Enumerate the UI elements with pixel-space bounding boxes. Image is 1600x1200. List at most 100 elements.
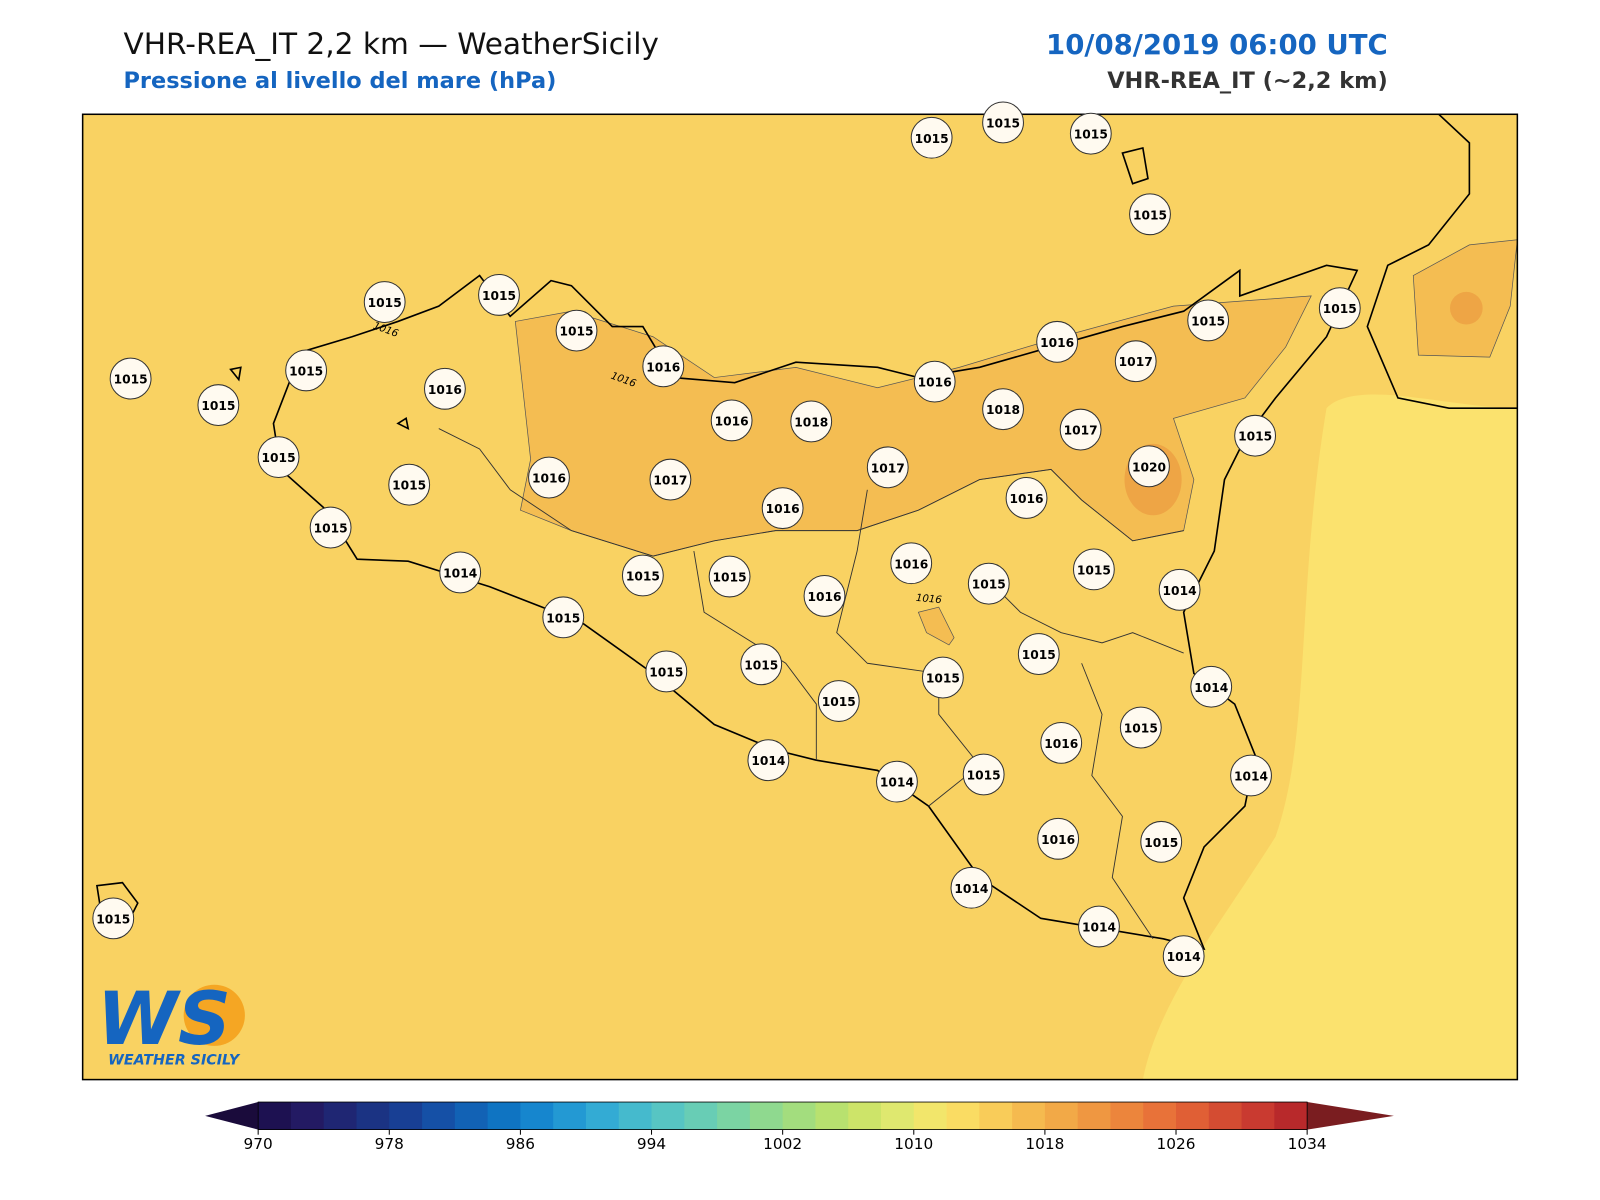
station: 1014 <box>1158 568 1201 611</box>
station-value: 1015 <box>744 658 778 672</box>
colorbar-bin <box>979 1102 1013 1130</box>
station: 1016 <box>528 456 570 499</box>
colorbar-bin <box>1208 1102 1243 1130</box>
station: 1015 <box>478 273 520 316</box>
station-value: 1016 <box>715 414 749 428</box>
station-marker <box>1129 193 1171 236</box>
station-marker <box>982 388 1024 431</box>
station: 1015 <box>542 596 585 639</box>
station-value: 1017 <box>1064 424 1098 438</box>
field-peak <box>1450 291 1483 325</box>
station-value: 1016 <box>1044 737 1078 751</box>
station: 1015 <box>1234 414 1277 457</box>
colorbar-bin <box>1110 1102 1144 1130</box>
station-marker <box>1190 665 1233 708</box>
station: 1015 <box>1129 193 1171 236</box>
station-marker <box>817 680 860 722</box>
station: 1016 <box>1037 817 1080 860</box>
station-value: 1014 <box>954 882 988 896</box>
station-value: 1014 <box>1167 950 1201 964</box>
station-value: 1014 <box>1163 584 1197 598</box>
station-value: 1014 <box>1194 681 1228 695</box>
station-value: 1015 <box>1074 128 1108 142</box>
logo-subtext: WEATHER SICILY <box>108 1052 241 1068</box>
colorbar-bin <box>717 1102 751 1130</box>
station-marker <box>710 399 753 442</box>
station-value: 1015 <box>1133 208 1167 222</box>
colorbar-tick-label: 970 <box>244 1135 273 1153</box>
station-marker <box>92 897 135 940</box>
station-marker <box>1069 112 1112 155</box>
colorbar-bin <box>1044 1102 1079 1130</box>
station-value: 1015 <box>1144 836 1178 850</box>
station: 1016 <box>642 345 685 388</box>
station-value: 1015 <box>1323 302 1357 316</box>
colorbar: 970 978 986 994 1002 1010 1018 1026 1034 <box>205 1101 1394 1153</box>
station-marker <box>542 596 585 639</box>
station-value: 1015 <box>713 571 747 585</box>
map: WS WEATHER SICILY 1016 1016 1016 1015 1015 10… <box>81 101 1519 1081</box>
station-value: 1015 <box>201 399 235 413</box>
station-marker <box>621 554 664 597</box>
colorbar-tick-label: 986 <box>506 1135 535 1153</box>
colorbar-bin <box>651 1102 685 1130</box>
station: 1017 <box>866 446 909 489</box>
station-marker <box>1072 548 1115 591</box>
station-marker <box>913 360 956 403</box>
colorbar-bin <box>258 1102 292 1130</box>
model: VHR-REA_IT (~2,2 km) <box>1107 68 1388 94</box>
station: 1015 <box>1187 299 1230 342</box>
station-marker <box>1187 299 1230 342</box>
station: 1017 <box>1114 340 1157 383</box>
logo-sun <box>183 984 245 1046</box>
station-value: 1015 <box>546 611 580 625</box>
station-marker <box>109 357 152 400</box>
station-value: 1016 <box>894 557 928 571</box>
station: 1016 <box>1036 320 1079 363</box>
colorbar-bin <box>1241 1102 1275 1130</box>
station-value: 1016 <box>1040 336 1074 350</box>
station-value: 1015 <box>915 132 949 146</box>
station-value: 1015 <box>1238 430 1272 444</box>
station-marker <box>876 760 918 803</box>
logo-text: WS <box>97 977 231 1062</box>
station-value: 1015 <box>626 570 660 584</box>
station-marker <box>910 116 953 159</box>
station-marker <box>309 506 352 549</box>
station-marker <box>649 458 692 501</box>
station-marker <box>423 367 466 410</box>
station-marker <box>761 487 804 530</box>
station: 1014 <box>876 760 918 803</box>
station: 1015 <box>921 656 964 699</box>
station: 1016 <box>913 360 956 403</box>
station-value: 1015 <box>1022 648 1056 662</box>
station-value: 1016 <box>532 472 566 486</box>
colorbar-over <box>1307 1102 1394 1130</box>
station-marker <box>950 866 993 909</box>
logo: WS WEATHER SICILY <box>97 977 245 1068</box>
station-value: 1014 <box>751 754 785 768</box>
station-value: 1015 <box>972 578 1006 592</box>
station-marker <box>803 575 846 617</box>
station: 1015 <box>910 116 953 159</box>
station-marker <box>1037 817 1080 860</box>
station-marker <box>439 551 482 594</box>
station: 1014 <box>1162 935 1205 978</box>
colorbar-bin <box>618 1102 653 1130</box>
subtitle: Pressione al livello del mare (hPa) <box>123 68 556 94</box>
station-value: 1016 <box>807 590 841 604</box>
colorbar-under <box>205 1102 259 1130</box>
colorbar-bin <box>913 1102 948 1130</box>
station: 1015 <box>1318 287 1361 330</box>
field-high <box>917 606 955 646</box>
colorbar-bin <box>520 1102 554 1130</box>
colorbar-bin <box>487 1102 521 1130</box>
station-marker <box>1162 935 1205 978</box>
station: 1015 <box>817 680 860 722</box>
station: 1014 <box>1190 665 1233 708</box>
colorbar-bin <box>815 1102 849 1130</box>
station-marker <box>1119 706 1162 749</box>
station-marker <box>478 273 520 316</box>
station: 1015 <box>708 555 751 598</box>
station-marker <box>1017 633 1060 675</box>
